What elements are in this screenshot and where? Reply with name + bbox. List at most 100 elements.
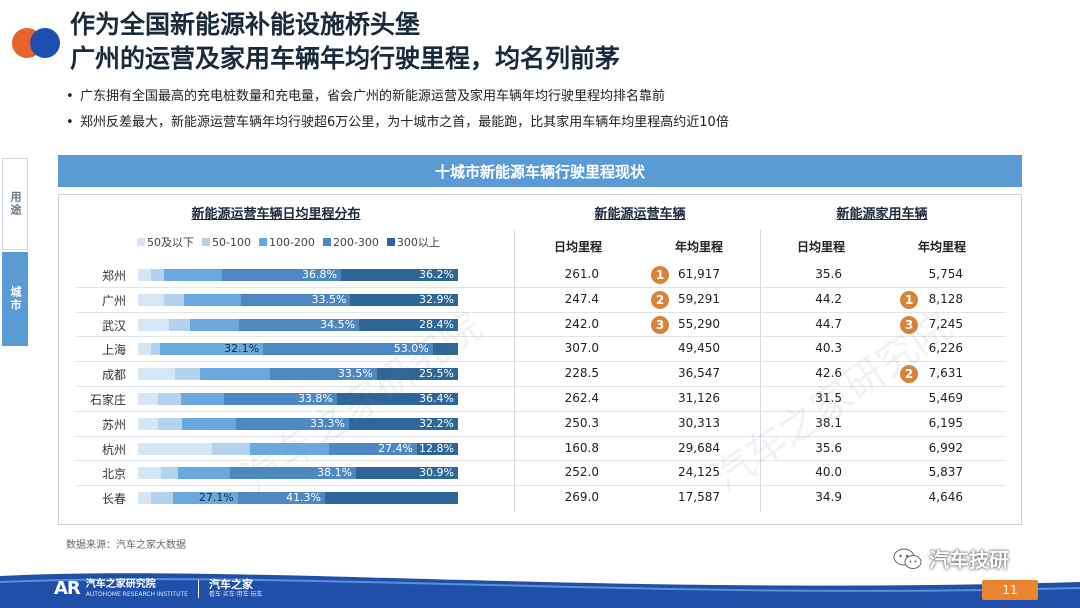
category-label: 上海 (101, 343, 126, 358)
stacked-bar: 36.8% 36.2% (138, 268, 458, 281)
data-label: 41.3% (286, 491, 322, 505)
table-cell-op-daily: 250.3 (564, 415, 599, 430)
data-label: 36.8% (302, 268, 337, 281)
ar-logo-icon: AR (54, 578, 81, 599)
bullet-item: 郑州反差最大，新能源运营车辆年均行驶超6万公里，为十城市之首，最能跑，比其家用车… (64, 110, 729, 136)
table-cell-op-daily: 242.0 (564, 316, 599, 331)
bar-segment: 34.5% (238, 317, 360, 331)
table-cell-hh-daily: 38.1 (815, 415, 842, 430)
row-divider (76, 410, 1006, 412)
bar-segment (150, 492, 174, 505)
title-line-1: 作为全国新能源补能设施桥头堡 (70, 10, 421, 39)
bar-segment (138, 442, 212, 455)
table-cell-hh-annual: 4,646 (928, 490, 963, 505)
legend-label: 50及以下 (147, 236, 194, 249)
side-tab-city[interactable]: 城市 (2, 252, 28, 346)
table-cell-hh-daily: 44.2 (815, 291, 842, 306)
stacked-bar: 27.1% 41.3% (138, 491, 458, 505)
stacked-bar: 38.1% 30.9% (138, 466, 458, 480)
data-label: 33.5% (311, 292, 347, 306)
table-cell-hh-annual: 6,226 (928, 341, 963, 356)
table-cell-hh-daily: 35.6 (815, 440, 842, 455)
title-line-2: 广州的运营及家用车辆年均行驶里程，均名列前茅 (70, 44, 621, 73)
data-label: 12.8% (419, 441, 454, 455)
bar-segment: 33.5% (270, 367, 377, 381)
data-label: 30.9% (419, 466, 454, 480)
stacked-bar: 33.8% 36.4% (138, 392, 458, 405)
row-divider (76, 361, 1006, 363)
stacked-bar: 33.5% 32.9% (138, 292, 458, 306)
bar-segment (138, 293, 165, 306)
bar-segment: 33.3% (236, 417, 349, 430)
side-tab-usage[interactable]: 用途 (2, 158, 28, 250)
table-cell-op-daily: 307.0 (564, 341, 599, 356)
data-label: 53.0% (393, 342, 429, 356)
bar-segment (164, 293, 184, 306)
distribution-chart-title: 新能源运营车辆日均里程分布 (191, 207, 361, 222)
divider (514, 230, 515, 512)
bar-segment (190, 318, 239, 331)
table-cell-hh-annual: 6,195 (928, 415, 963, 430)
legend-swatch (202, 238, 210, 246)
bar-segment (138, 417, 159, 430)
category-label: 石家庄 (89, 393, 126, 407)
table-cell-op-annual: 61,917 (678, 267, 720, 281)
bar-segment (183, 293, 241, 306)
legend-swatch (386, 238, 395, 246)
category-label: 北京 (101, 467, 126, 482)
bar-segment (138, 393, 158, 405)
category-label: 郑州 (101, 269, 126, 283)
page-title: 作为全国新能源补能设施桥头堡 广州的运营及家用车辆年均行驶里程，均名列前茅 (70, 8, 620, 76)
operating-section-title: 新能源运营车辆 (594, 207, 686, 222)
table-cell-hh-annual: 7,631 (928, 366, 963, 381)
data-label: 27.4% (378, 441, 414, 455)
rank-badge: 2 (900, 365, 918, 384)
data-label: 33.5% (337, 367, 373, 381)
table-cell-op-annual: 31,126 (678, 391, 720, 405)
table-cell-hh-daily: 35.6 (815, 267, 842, 281)
legend-swatch (137, 238, 145, 246)
col-hh-annual: 年均里程 (917, 240, 966, 254)
legend-swatch (258, 238, 267, 246)
bullet-item: 广东拥有全国最高的充电桩数量和充电量，省会广州的新能源运营及家用车辆年均行驶里程… (64, 84, 729, 110)
bar-segment: 36.4% (336, 392, 458, 405)
data-label: 36.4% (419, 392, 454, 405)
bar-segment (150, 343, 161, 356)
col-op-annual: 年均里程 (674, 240, 723, 254)
category-label: 武汉 (101, 318, 126, 333)
data-label: 36.2% (419, 268, 454, 281)
bar-segment: 36.2% (340, 268, 458, 281)
bar-segment (181, 393, 225, 405)
table-cell-hh-annual: 5,754 (928, 267, 963, 281)
category-label: 成都 (101, 368, 126, 383)
bar-segment (138, 492, 151, 505)
rank-badge: 1 (900, 290, 918, 309)
bar-segment (200, 368, 271, 381)
bar-segment (161, 467, 178, 480)
table-cell-op-annual: 30,313 (678, 415, 720, 430)
col-op-daily: 日均里程 (553, 240, 602, 254)
bar-segment: 38.1% (230, 466, 357, 480)
bar-segment (211, 442, 250, 455)
row-divider (76, 286, 1006, 288)
brand-sub: AUTOHOME RESEARCH INSTITUTE (85, 590, 188, 598)
bar-segment (177, 467, 231, 480)
table-cell-op-daily: 247.4 (564, 291, 599, 306)
table-cell-op-daily: 262.4 (564, 391, 599, 405)
table-cell-hh-annual: 6,992 (928, 440, 963, 455)
bar-segment: 32.2% (348, 417, 458, 430)
table-cell-hh-daily: 44.7 (815, 316, 842, 331)
bar-segment (138, 269, 151, 281)
bar-segment (138, 467, 162, 480)
data-source: 数据来源：汽车之家大数据 (66, 540, 186, 551)
table-cell-hh-annual: 8,128 (928, 291, 963, 306)
bar-segment: 53.0% (263, 342, 433, 356)
brand-name: 汽车之家研究院 (85, 578, 156, 590)
row-divider (76, 435, 1006, 437)
col-hh-daily: 日均里程 (796, 240, 845, 254)
data-label: 34.5% (320, 317, 356, 331)
bar-segment: 27.4% (329, 441, 418, 455)
table-cell-hh-daily: 34.9 (815, 490, 842, 505)
data-label: 32.9% (419, 292, 454, 306)
rank-badge: 3 (900, 315, 918, 334)
